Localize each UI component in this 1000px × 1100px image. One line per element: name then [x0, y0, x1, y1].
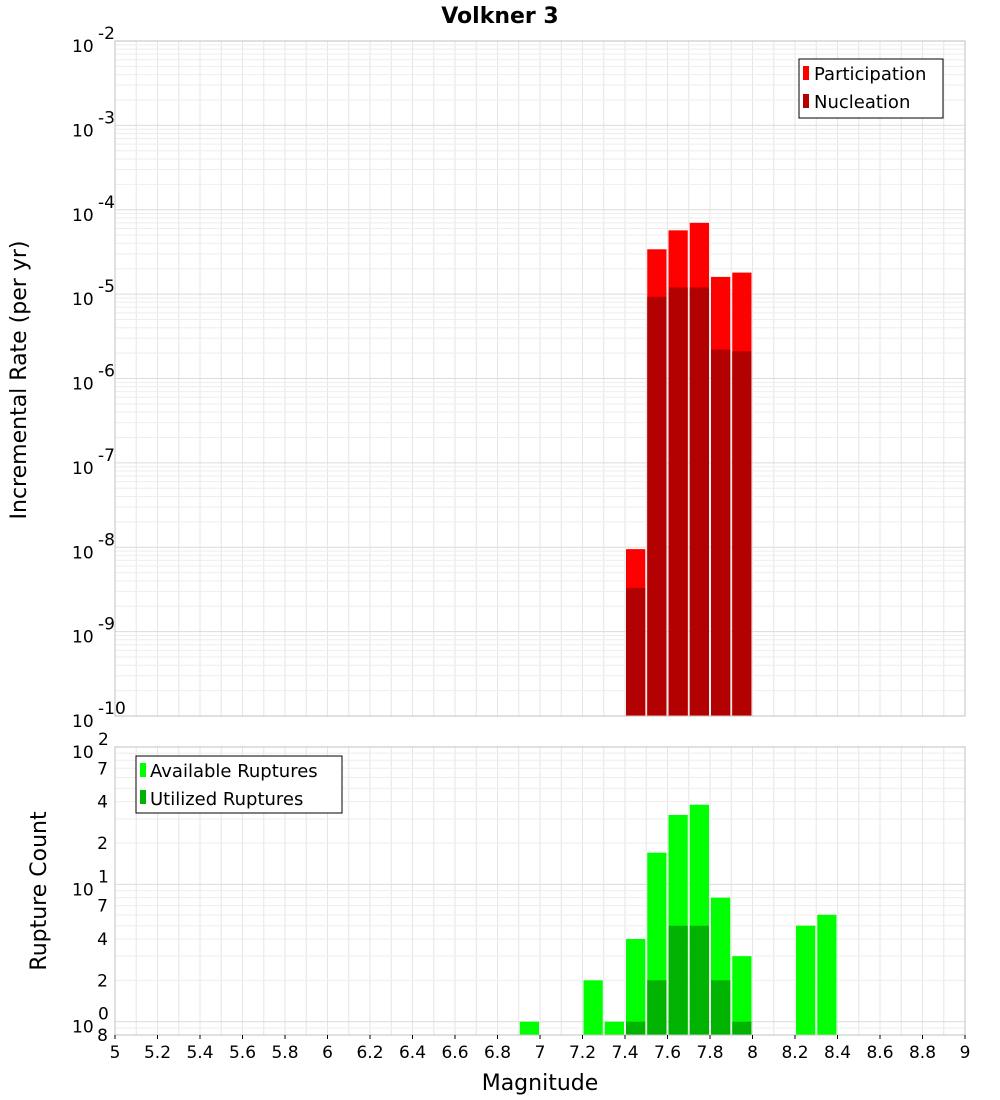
utilized-ruptures-bar [647, 980, 667, 1035]
rate-y-tick-label: 10 [72, 712, 94, 732]
utilized-ruptures-bar [711, 980, 731, 1035]
rate-y-tick-exponent: -3 [98, 108, 115, 128]
available-ruptures-bar [604, 1021, 624, 1035]
rate-y-tick-label: 10 [72, 206, 94, 226]
rate-y-tick-label: 10 [72, 37, 94, 57]
nucleation-bar [689, 287, 709, 716]
x-tick-label: 8.6 [866, 1043, 893, 1063]
available-ruptures-bar [583, 980, 603, 1035]
count-y-axis-label: Rupture Count [27, 811, 52, 971]
rate-legend-box [798, 58, 944, 119]
rate-y-tick-label: 10 [72, 543, 94, 563]
x-tick-label: 7.2 [569, 1043, 596, 1063]
x-tick-label: 6.2 [356, 1043, 383, 1063]
rate-y-tick-exponent: -7 [98, 446, 115, 466]
x-tick-label: 7.8 [696, 1043, 723, 1063]
x-tick-label: 7 [535, 1043, 546, 1063]
count-bars [519, 804, 837, 1035]
x-axis-label: Magnitude [482, 1071, 599, 1096]
x-tick-label: 9 [960, 1043, 971, 1063]
x-tick-label: 7.4 [611, 1043, 638, 1063]
x-tick-label: 8.4 [824, 1043, 851, 1063]
rate-y-tick-exponent: -5 [98, 277, 115, 297]
nucleation-bar [711, 349, 731, 716]
utilized-legend-swatch [140, 790, 146, 804]
nucleation-legend-swatch [803, 94, 809, 108]
rate-y-tick-label: 10 [72, 459, 94, 479]
utilized-ruptures-bar [689, 925, 709, 1035]
rate-y-tick-exponent: -8 [98, 530, 115, 550]
rate-y-tick-label: 10 [72, 375, 94, 395]
x-tick-label: 6.8 [484, 1043, 511, 1063]
x-tick-label: 8.8 [909, 1043, 936, 1063]
utilized-legend-label: Utilized Ruptures [150, 789, 303, 810]
nucleation-bar [668, 287, 688, 716]
x-tick-label: 7.6 [654, 1043, 681, 1063]
rate-y-axis-label: Incremental Rate (per yr) [7, 241, 32, 520]
available-legend-swatch [140, 763, 146, 777]
rate-bars [626, 222, 752, 716]
count-y-tick-exponent: 1 [98, 867, 109, 887]
available-ruptures-bar [626, 939, 646, 1035]
count-y-tick-label: 10 [72, 880, 94, 900]
rate-y-tick-exponent: -9 [98, 615, 115, 635]
available-ruptures-bar [796, 925, 816, 1035]
participation-legend-label: Participation [814, 64, 926, 85]
count-y-tick-label: 7 [97, 759, 108, 779]
utilized-ruptures-bar [668, 925, 688, 1035]
count-y-tick-exponent: 0 [98, 1005, 109, 1025]
magnitude-x-ticks: 5 5.2 5.4 5.6 5.8 6 6.2 6.4 6.6 6.8 7 7.2 7.4 7.6 7.8 8… [110, 1035, 971, 1063]
count-y-tick-label: 4 [97, 793, 108, 813]
nucleation-bar [647, 296, 667, 716]
x-tick-label: 8 [747, 1043, 758, 1063]
available-ruptures-bar [817, 914, 837, 1035]
rate-legend: Participation Nucleation [798, 58, 944, 119]
count-y-tick-label: 2 [97, 834, 108, 854]
count-y-tick-exponent: 2 [98, 730, 109, 750]
x-tick-label: 8.2 [781, 1043, 808, 1063]
nucleation-bar [732, 351, 752, 716]
rate-y-tick-label: 10 [72, 628, 94, 648]
nucleation-bar [626, 587, 646, 716]
count-y-tick-label: 7 [97, 897, 108, 917]
rate-y-tick-exponent: -6 [98, 362, 115, 382]
rate-plot-frame [114, 40, 966, 717]
count-y-tick-label: 4 [97, 930, 108, 950]
count-legend: Available Ruptures Utilized Ruptures [135, 755, 343, 814]
rate-y-tick-exponent: -10 [98, 699, 126, 719]
x-tick-label: 5.4 [186, 1043, 213, 1063]
x-tick-label: 5.8 [271, 1043, 298, 1063]
rate-y-tick-label: 10 [72, 121, 94, 141]
count-legend-box [135, 755, 343, 814]
count-y-tick-label: 8 [97, 1026, 108, 1046]
x-tick-label: 6.4 [399, 1043, 426, 1063]
x-tick-label: 6 [322, 1043, 333, 1063]
participation-legend-swatch [803, 66, 809, 80]
count-y-tick-label: 10 [72, 743, 94, 763]
rate-y-tick-exponent: -4 [98, 193, 115, 213]
x-tick-label: 5.2 [144, 1043, 171, 1063]
rate-y-tick-exponent: -2 [98, 24, 115, 44]
utilized-ruptures-bar [626, 1021, 646, 1035]
x-tick-label: 6.6 [441, 1043, 468, 1063]
available-ruptures-bar [519, 1021, 539, 1035]
rate-gridlines [114, 40, 966, 717]
nucleation-legend-label: Nucleation [814, 92, 910, 113]
utilized-ruptures-bar [732, 1021, 752, 1035]
x-tick-label: 5 [110, 1043, 121, 1063]
count-y-tick-label: 10 [72, 1018, 94, 1038]
available-ruptures-bar [732, 956, 752, 1035]
chart-title: Volkner 3 [441, 4, 559, 29]
available-legend-label: Available Ruptures [150, 761, 318, 782]
count-y-tick-label: 2 [97, 971, 108, 991]
x-tick-label: 5.6 [229, 1043, 256, 1063]
rate-y-tick-label: 10 [72, 290, 94, 310]
